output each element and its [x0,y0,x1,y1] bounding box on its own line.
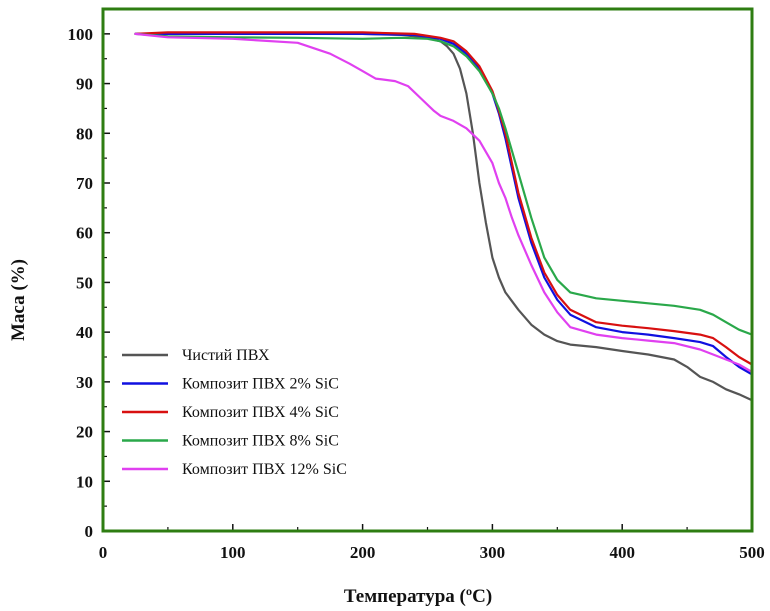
x-tick-label: 500 [739,543,765,562]
x-tick-label: 0 [99,543,108,562]
legend-label-1: Чистий ПВХ [182,347,270,364]
y-tick-label: 80 [76,124,93,143]
y-tick-label: 100 [68,25,94,44]
y-tick-label: 20 [76,423,93,442]
series-line-2 [134,32,754,376]
y-axis-title: Маса (%) [8,259,29,341]
x-tick-label: 400 [609,543,635,562]
y-tick-label: 30 [76,373,93,392]
x-axis-title: Температура (ºC) [344,586,492,607]
y-tick-label: 10 [76,472,93,491]
y-tick-label: 0 [85,522,94,541]
y-tick-label: 70 [76,174,93,193]
y-tick-label: 40 [76,323,93,342]
legend-label-4: Композит ПВХ 8% SiC [182,433,339,450]
legend: Чистий ПВХ Композит ПВХ 2% SiC Композит ПВ… [122,347,347,478]
plot-frame [101,7,754,533]
series-line-5 [134,32,754,373]
ticks-layer: 0 100 200 300 400 500 0 10 20 30 40 50 60 70 80 90 100 [68,25,765,562]
y-tick-label: 90 [76,75,93,94]
series-layer [134,31,754,402]
y-tick-label: 50 [76,273,93,292]
x-tick-label: 200 [350,543,376,562]
legend-label-2: Композит ПВХ 2% SiC [182,376,339,393]
series-line-1 [134,32,754,402]
x-tick-label: 100 [220,543,246,562]
legend-label-5: Композит ПВХ 12% SiC [182,461,347,478]
y-tick-label: 60 [76,224,93,243]
x-tick-label: 300 [480,543,506,562]
legend-label-3: Композит ПВХ 4% SiC [182,404,339,421]
series-line-4 [134,32,754,336]
series-line-3 [134,31,754,366]
